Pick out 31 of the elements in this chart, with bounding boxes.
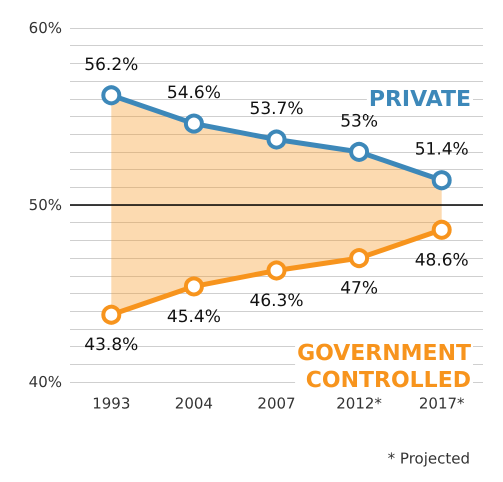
point	[349, 142, 370, 162]
data-label: 53.7%	[249, 99, 304, 120]
series-label: PRIVATE	[368, 87, 471, 112]
data-label: 56.2%	[84, 54, 138, 75]
x-tick-label: 2004	[174, 394, 213, 412]
point	[184, 114, 204, 134]
point	[266, 130, 286, 150]
point	[266, 260, 286, 280]
y-tick-label: 60%	[28, 19, 62, 37]
data-label: 48.6%	[414, 250, 469, 270]
text: GOVERNMENT CONTROLLED	[297, 341, 471, 393]
data-label: 45.4%	[166, 306, 221, 327]
point	[184, 276, 204, 296]
point	[349, 248, 370, 268]
data-label: 53%	[340, 111, 378, 132]
data-label: 51.4%	[414, 140, 469, 160]
data-label: 54.6%	[166, 83, 221, 104]
y-tick-label: 50%	[28, 196, 62, 214]
point	[101, 304, 122, 325]
x-tick-label: 1993	[92, 394, 130, 412]
data-label: 47%	[340, 278, 378, 299]
y-tick-label: 40%	[28, 373, 62, 391]
data-label: 46.3%	[249, 290, 304, 311]
point	[432, 170, 452, 190]
text: * Projected	[388, 450, 470, 468]
x-tick-label: 2017*	[418, 394, 466, 412]
x-tick-label: 2007	[257, 394, 296, 412]
data-label: 43.8%	[84, 335, 138, 356]
point	[432, 220, 452, 240]
point	[101, 85, 122, 106]
x-tick-label: 2012*	[336, 394, 382, 412]
